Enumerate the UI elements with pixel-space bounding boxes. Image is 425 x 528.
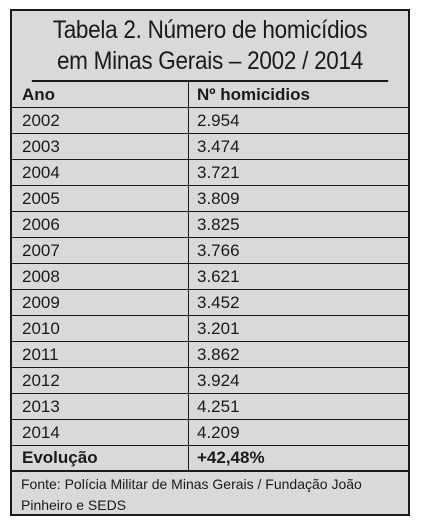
value-cell: 3.474 bbox=[197, 136, 240, 156]
value-cell: 2.954 bbox=[197, 110, 240, 130]
table-header-row: Ano Nº homicidios bbox=[12, 82, 408, 108]
table-row: 2012 3.924 bbox=[12, 368, 408, 394]
evolution-value: +42,48% bbox=[197, 448, 265, 467]
year-cell: 2004 bbox=[12, 160, 189, 185]
year-cell: 2010 bbox=[12, 316, 189, 341]
year-cell: 2013 bbox=[12, 394, 189, 419]
year-cell: 2003 bbox=[12, 134, 189, 159]
value-cell: 3.201 bbox=[197, 318, 240, 338]
value-cell: 3.766 bbox=[197, 240, 240, 260]
table-row: 2007 3.766 bbox=[12, 238, 408, 264]
header-homicides: Nº homicidios bbox=[197, 84, 310, 104]
evolution-label: Evolução bbox=[12, 446, 189, 470]
value-cell: 3.452 bbox=[197, 292, 240, 312]
table-row: 2008 3.621 bbox=[12, 264, 408, 290]
value-cell: 3.924 bbox=[197, 370, 240, 390]
table-row: 2011 3.862 bbox=[12, 342, 408, 368]
source-note: Fonte: Polícia Militar de Minas Gerais /… bbox=[21, 476, 362, 513]
table-row: 2013 4.251 bbox=[12, 394, 408, 420]
table-row: 2014 4.209 bbox=[12, 420, 408, 446]
year-cell: 2006 bbox=[12, 212, 189, 237]
year-cell: 2009 bbox=[12, 290, 189, 315]
table-row: 2005 3.809 bbox=[12, 186, 408, 212]
header-year: Ano bbox=[12, 82, 189, 107]
value-cell: 3.721 bbox=[197, 162, 240, 182]
table-row: 2003 3.474 bbox=[12, 134, 408, 160]
value-cell: 3.862 bbox=[197, 344, 240, 364]
value-cell: 4.209 bbox=[197, 422, 240, 442]
table-title: Tabela 2. Número de homicídios em Minas … bbox=[31, 11, 389, 82]
table-row: 2002 2.954 bbox=[12, 108, 408, 134]
year-cell: 2014 bbox=[12, 420, 189, 445]
evolution-row: Evolução +42,48% bbox=[12, 446, 408, 472]
year-cell: 2007 bbox=[12, 238, 189, 263]
value-cell: 4.251 bbox=[197, 396, 240, 416]
year-cell: 2008 bbox=[12, 264, 189, 289]
value-cell: 3.825 bbox=[197, 214, 240, 234]
year-cell: 2012 bbox=[12, 368, 189, 393]
value-cell: 3.809 bbox=[197, 188, 240, 208]
value-cell: 3.621 bbox=[197, 266, 240, 286]
table-title-line-2: em Minas Gerais – 2002 / 2014 bbox=[56, 46, 364, 75]
table-row: 2009 3.452 bbox=[12, 290, 408, 316]
table-row: 2006 3.825 bbox=[12, 212, 408, 238]
table-row: 2004 3.721 bbox=[12, 160, 408, 186]
table-row: 2010 3.201 bbox=[12, 316, 408, 342]
year-cell: 2011 bbox=[12, 342, 189, 367]
homicide-table: Tabela 2. Número de homicídios em Minas … bbox=[10, 9, 410, 516]
year-cell: 2002 bbox=[12, 108, 189, 133]
year-cell: 2005 bbox=[12, 186, 189, 211]
table-title-line-1: Tabela 2. Número de homicídios bbox=[52, 15, 368, 44]
